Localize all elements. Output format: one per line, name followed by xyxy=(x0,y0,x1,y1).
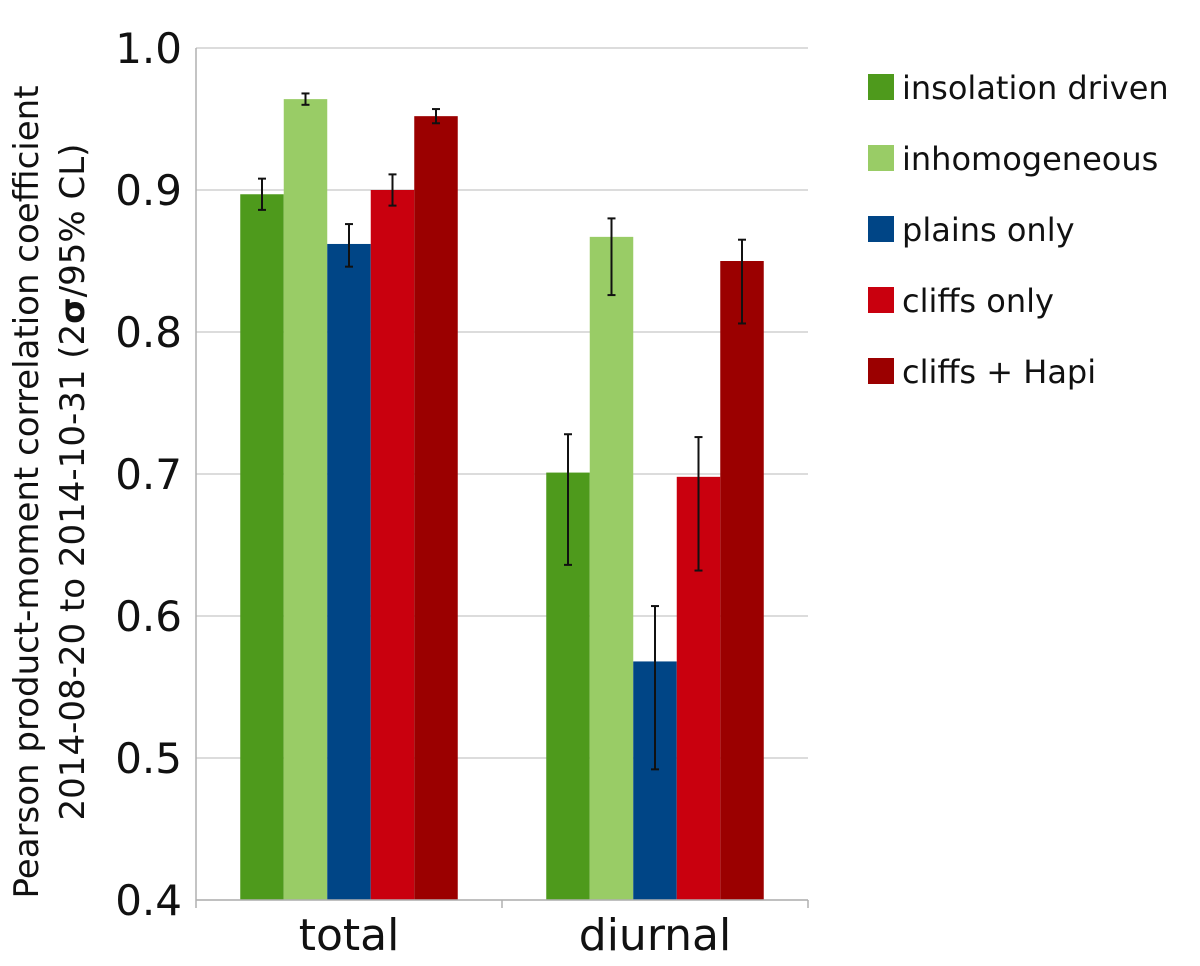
error-bar xyxy=(345,223,353,268)
legend-item: cliffs + Hapi xyxy=(868,353,1096,391)
legend-swatch xyxy=(868,358,894,384)
y-axis-label-line2-prefix: 2014-08-20 to 2014-10-31 (2 xyxy=(53,324,93,821)
bars xyxy=(240,99,764,901)
legend-swatch xyxy=(868,216,894,242)
legend-item: insolation driven xyxy=(868,69,1169,107)
y-tick-label: 0.4 xyxy=(115,876,182,925)
y-axis-label-line2-sigma: σ xyxy=(53,297,93,323)
legend: insolation driven inhomogeneous plains onl… xyxy=(868,69,1169,391)
y-tick-label: 0.8 xyxy=(115,308,182,357)
x-category-labels: total diurnal xyxy=(299,910,732,961)
error-bar xyxy=(301,92,310,106)
y-tick-labels: 0.4 0.5 0.6 0.7 0.8 0.9 1.0 xyxy=(115,24,182,925)
error-bar xyxy=(738,238,746,325)
y-axis-label-line2-suffix: /95% CL) xyxy=(53,144,93,298)
error-bar xyxy=(607,217,616,297)
bar-total-cliffs-only xyxy=(370,190,415,900)
legend-label: insolation driven xyxy=(902,69,1169,107)
bar-total-cliffs-hapi xyxy=(414,116,458,900)
error-bar xyxy=(388,173,397,207)
legend-swatch xyxy=(868,287,894,313)
y-tick-label: 0.7 xyxy=(115,450,182,499)
legend-swatch xyxy=(868,74,894,100)
bar-diurnal-cliffs-hapi xyxy=(720,261,764,900)
legend-item: inhomogeneous xyxy=(868,140,1158,178)
error-bar xyxy=(432,108,440,125)
y-tick-label: 0.6 xyxy=(115,592,182,641)
y-tick-label: 0.5 xyxy=(115,734,182,783)
x-category-label: total xyxy=(299,910,400,961)
axes xyxy=(195,48,809,908)
legend-label: inhomogeneous xyxy=(902,140,1158,178)
bar-total-insolation-driven xyxy=(240,194,284,900)
legend-label: plains only xyxy=(902,211,1075,249)
bar-total-plains-only xyxy=(327,243,371,900)
bar-diurnal-inhomogeneous xyxy=(589,236,634,901)
error-bar xyxy=(564,433,572,566)
legend-item: cliffs only xyxy=(868,282,1054,320)
error-bar xyxy=(651,605,659,771)
legend-label: cliffs only xyxy=(902,282,1054,320)
y-tick-label: 1.0 xyxy=(115,24,182,73)
y-axis-label-line2: 2014-08-20 to 2014-10-31 (2σ/95% CL) xyxy=(53,144,93,821)
y-axis-label-line1: Pearson product-moment correlation coeff… xyxy=(7,85,47,898)
bar-total-inhomogeneous xyxy=(283,99,328,901)
error-bar xyxy=(694,436,703,572)
error-bar xyxy=(258,177,266,211)
legend-swatch xyxy=(868,145,894,171)
x-category-label: diurnal xyxy=(579,910,731,961)
legend-label: cliffs + Hapi xyxy=(902,353,1096,391)
error-bars xyxy=(258,92,746,771)
legend-item: plains only xyxy=(868,211,1075,249)
y-tick-label: 0.9 xyxy=(115,166,182,215)
